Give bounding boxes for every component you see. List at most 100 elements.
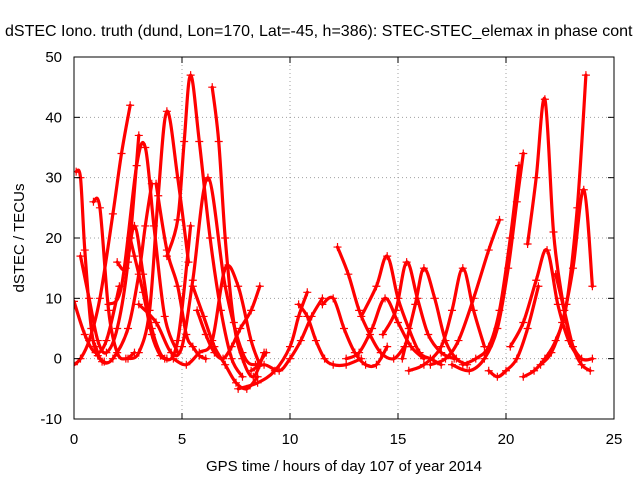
data-point-marker bbox=[104, 300, 113, 309]
x-tick-label: 5 bbox=[178, 431, 186, 448]
data-point-marker bbox=[247, 366, 256, 375]
data-points bbox=[74, 71, 597, 393]
data-point-marker bbox=[156, 351, 165, 360]
data-point-marker bbox=[340, 324, 348, 333]
data-point-marker bbox=[484, 246, 493, 255]
y-tick-label: 40 bbox=[45, 109, 62, 126]
data-point-marker bbox=[199, 312, 208, 321]
data-point-marker bbox=[465, 366, 474, 375]
data-point-marker bbox=[523, 324, 532, 333]
y-tick-label: 50 bbox=[45, 49, 62, 66]
data-point-marker bbox=[512, 354, 521, 363]
y-tick-label: 10 bbox=[45, 290, 62, 307]
data-point-marker bbox=[208, 83, 217, 92]
data-point-marker bbox=[95, 203, 104, 212]
data-point-marker bbox=[113, 324, 122, 333]
data-point-marker bbox=[227, 354, 236, 363]
data-point-marker bbox=[169, 354, 178, 363]
x-tick-label: 10 bbox=[282, 431, 299, 448]
data-point-marker bbox=[448, 306, 456, 315]
data-point-marker bbox=[568, 342, 577, 351]
grid bbox=[74, 57, 614, 419]
series-pass-26 bbox=[398, 264, 472, 369]
data-point-marker bbox=[89, 197, 98, 206]
chart-title: dSTEC Iono. truth (dund, Lon=170, Lat=-4… bbox=[5, 23, 633, 40]
x-axis-label: GPS time / hours of day 107 of year 2014 bbox=[206, 458, 482, 475]
data-point-marker bbox=[296, 336, 305, 345]
data-point-marker bbox=[117, 282, 126, 291]
data-point-marker bbox=[260, 348, 269, 357]
data-point-marker bbox=[247, 336, 256, 345]
data-point-marker bbox=[333, 243, 342, 252]
data-point-marker bbox=[152, 179, 161, 188]
x-tick-label: 25 bbox=[606, 431, 623, 448]
data-point-marker bbox=[579, 185, 588, 194]
data-point-marker bbox=[355, 348, 364, 357]
data-point-marker bbox=[286, 342, 294, 351]
data-point-marker bbox=[201, 354, 210, 363]
data-point-marker bbox=[381, 294, 390, 303]
data-point-marker bbox=[247, 306, 256, 315]
data-point-marker bbox=[383, 252, 392, 261]
data-point-marker bbox=[523, 240, 532, 249]
data-point-marker bbox=[85, 294, 94, 303]
data-point-marker bbox=[134, 348, 143, 357]
data-point-marker bbox=[117, 149, 126, 158]
data-point-marker bbox=[378, 330, 387, 339]
data-point-marker bbox=[588, 354, 597, 363]
series-pass-19 bbox=[247, 294, 327, 375]
data-point-marker bbox=[182, 360, 191, 369]
data-point-marker bbox=[74, 297, 78, 306]
data-point-marker bbox=[568, 264, 577, 273]
data-point-marker bbox=[543, 246, 552, 255]
data-point-marker bbox=[160, 312, 169, 321]
data-point-marker bbox=[255, 282, 264, 291]
data-point-marker bbox=[320, 354, 329, 363]
series-pass-9 bbox=[126, 234, 171, 363]
data-point-marker bbox=[232, 378, 240, 387]
x-tick-label: 0 bbox=[70, 431, 78, 448]
data-point-marker bbox=[311, 336, 320, 345]
data-point-marker bbox=[514, 161, 523, 170]
data-point-marker bbox=[532, 173, 541, 182]
series-pass-16 bbox=[208, 83, 269, 381]
data-point-marker bbox=[581, 71, 590, 80]
data-point-marker bbox=[221, 234, 230, 242]
data-point-marker bbox=[227, 342, 236, 351]
y-tick-label: 20 bbox=[45, 230, 62, 247]
data-point-marker bbox=[329, 360, 338, 369]
data-point-marker bbox=[195, 348, 204, 357]
data-point-marker bbox=[178, 342, 186, 351]
data-point-marker bbox=[342, 354, 351, 363]
data-point-marker bbox=[452, 354, 461, 363]
x-tick-label: 15 bbox=[390, 431, 407, 448]
series-pass-17 bbox=[188, 282, 262, 393]
data-point-marker bbox=[376, 348, 385, 357]
data-point-marker bbox=[275, 366, 284, 375]
data-point-marker bbox=[141, 143, 150, 152]
series-pass-21 bbox=[318, 294, 392, 369]
data-point-marker bbox=[530, 366, 539, 375]
data-point-marker bbox=[495, 215, 504, 224]
data-point-marker bbox=[162, 252, 171, 261]
data-point-marker bbox=[102, 336, 111, 345]
data-point-marker bbox=[210, 342, 219, 351]
data-point-marker bbox=[294, 312, 303, 321]
data-point-marker bbox=[188, 342, 197, 351]
data-point-marker bbox=[186, 71, 195, 80]
series-line bbox=[461, 164, 521, 367]
data-point-marker bbox=[357, 312, 366, 321]
data-point-marker bbox=[383, 342, 392, 351]
data-point-marker bbox=[577, 360, 586, 369]
data-point-marker bbox=[214, 137, 223, 146]
data-point-marker bbox=[206, 234, 215, 242]
data-point-marker bbox=[588, 282, 597, 291]
data-point-marker bbox=[560, 306, 569, 315]
data-point-marker bbox=[398, 354, 407, 363]
data-point-marker bbox=[132, 161, 141, 170]
data-point-marker bbox=[404, 366, 413, 375]
series-line bbox=[450, 151, 525, 373]
data-point-marker bbox=[234, 282, 243, 291]
data-point-marker bbox=[536, 360, 545, 369]
